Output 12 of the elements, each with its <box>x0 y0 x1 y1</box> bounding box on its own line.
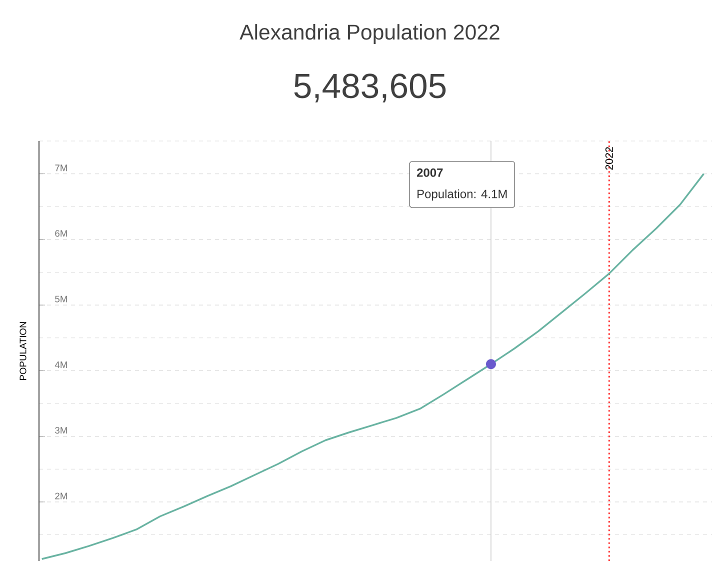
annotation: Population: 4.1M <box>418 189 507 201</box>
chart-title: Alexandria Population 2022 <box>240 24 500 44</box>
annotation: 2022 <box>605 147 613 170</box>
y-tick-label: 3M <box>55 427 67 434</box>
y-tick-label: 4M <box>54 362 67 368</box>
chart-subtitle: 5,483,605 <box>294 74 446 102</box>
y-axis-title: POPULATION <box>20 322 26 380</box>
y-tick-label: 5M <box>55 296 67 302</box>
y-tick-label: 6M <box>55 230 67 237</box>
y-tick-label: 7M <box>55 164 67 172</box>
annotation: 2007 <box>416 168 443 177</box>
y-tick-label: 2M <box>55 492 67 500</box>
